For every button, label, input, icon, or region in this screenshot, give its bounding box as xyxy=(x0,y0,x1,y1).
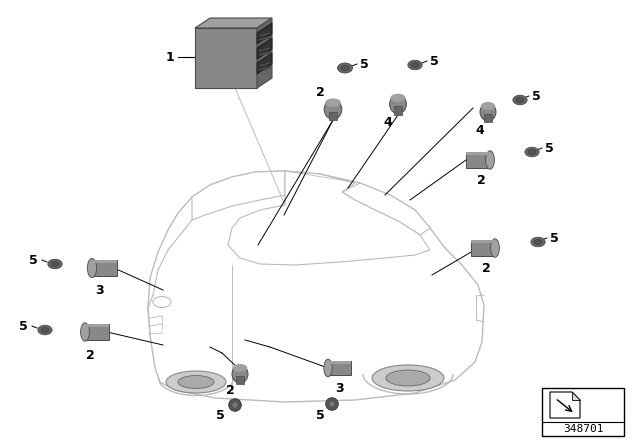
Ellipse shape xyxy=(528,150,536,155)
Text: 2: 2 xyxy=(86,349,94,362)
Ellipse shape xyxy=(325,99,341,107)
Ellipse shape xyxy=(480,103,496,121)
Ellipse shape xyxy=(233,364,247,372)
Polygon shape xyxy=(195,28,257,88)
Ellipse shape xyxy=(228,399,241,411)
Ellipse shape xyxy=(166,371,226,393)
Text: 5: 5 xyxy=(545,142,554,155)
Polygon shape xyxy=(259,36,270,41)
Ellipse shape xyxy=(390,95,406,114)
Polygon shape xyxy=(257,23,272,44)
Polygon shape xyxy=(195,18,272,28)
Polygon shape xyxy=(259,47,270,52)
Text: 5: 5 xyxy=(532,90,541,103)
Bar xyxy=(542,388,624,436)
Polygon shape xyxy=(572,392,580,400)
Ellipse shape xyxy=(153,297,171,307)
Ellipse shape xyxy=(51,262,59,267)
Text: 2: 2 xyxy=(477,173,485,186)
Polygon shape xyxy=(85,324,109,340)
Polygon shape xyxy=(259,66,270,71)
Ellipse shape xyxy=(48,259,62,269)
Bar xyxy=(236,376,244,384)
Ellipse shape xyxy=(513,95,527,105)
Polygon shape xyxy=(92,260,117,276)
Text: 4: 4 xyxy=(476,124,484,137)
Ellipse shape xyxy=(341,65,349,70)
Ellipse shape xyxy=(481,102,495,110)
Ellipse shape xyxy=(412,63,419,67)
Bar xyxy=(484,114,492,122)
Ellipse shape xyxy=(516,98,524,103)
Text: 5: 5 xyxy=(316,409,324,422)
Text: 2: 2 xyxy=(482,262,490,275)
Polygon shape xyxy=(85,324,109,327)
Polygon shape xyxy=(257,53,272,74)
Ellipse shape xyxy=(386,370,430,386)
Polygon shape xyxy=(471,240,495,243)
Polygon shape xyxy=(550,392,580,418)
Polygon shape xyxy=(192,171,285,220)
Ellipse shape xyxy=(329,401,335,407)
Polygon shape xyxy=(328,361,351,375)
Ellipse shape xyxy=(81,323,90,341)
Ellipse shape xyxy=(337,63,353,73)
Text: 5: 5 xyxy=(216,409,225,422)
Polygon shape xyxy=(92,260,117,263)
Bar xyxy=(328,112,337,121)
Polygon shape xyxy=(257,18,272,88)
Ellipse shape xyxy=(88,258,97,278)
Polygon shape xyxy=(342,183,430,235)
Polygon shape xyxy=(148,171,484,402)
Text: 5: 5 xyxy=(29,254,38,267)
Polygon shape xyxy=(466,152,490,155)
Ellipse shape xyxy=(408,60,422,70)
Text: 1: 1 xyxy=(166,51,174,64)
Ellipse shape xyxy=(390,94,406,102)
Text: 3: 3 xyxy=(336,382,344,395)
Polygon shape xyxy=(466,152,490,168)
Text: 5: 5 xyxy=(550,232,559,245)
Ellipse shape xyxy=(525,147,539,157)
Text: 5: 5 xyxy=(430,55,439,68)
Ellipse shape xyxy=(324,359,332,377)
Ellipse shape xyxy=(232,402,238,408)
Ellipse shape xyxy=(486,151,494,169)
Text: 2: 2 xyxy=(226,383,234,396)
Bar xyxy=(394,106,402,115)
Text: 5: 5 xyxy=(19,319,28,332)
Ellipse shape xyxy=(326,398,339,410)
Polygon shape xyxy=(257,38,272,59)
Ellipse shape xyxy=(178,375,214,388)
Polygon shape xyxy=(259,51,270,56)
Polygon shape xyxy=(259,62,270,67)
Ellipse shape xyxy=(534,240,542,244)
Text: 4: 4 xyxy=(383,116,392,129)
Ellipse shape xyxy=(41,327,49,332)
Polygon shape xyxy=(328,361,351,364)
Polygon shape xyxy=(471,240,495,256)
Polygon shape xyxy=(259,32,270,37)
Text: 5: 5 xyxy=(360,57,369,70)
Ellipse shape xyxy=(491,239,499,257)
Text: 348701: 348701 xyxy=(563,424,604,434)
Ellipse shape xyxy=(232,365,248,383)
Ellipse shape xyxy=(372,365,444,391)
Ellipse shape xyxy=(531,237,545,247)
Ellipse shape xyxy=(324,99,342,119)
Ellipse shape xyxy=(38,325,52,335)
Text: 2: 2 xyxy=(316,86,324,99)
Polygon shape xyxy=(228,171,430,265)
Text: 3: 3 xyxy=(96,284,104,297)
